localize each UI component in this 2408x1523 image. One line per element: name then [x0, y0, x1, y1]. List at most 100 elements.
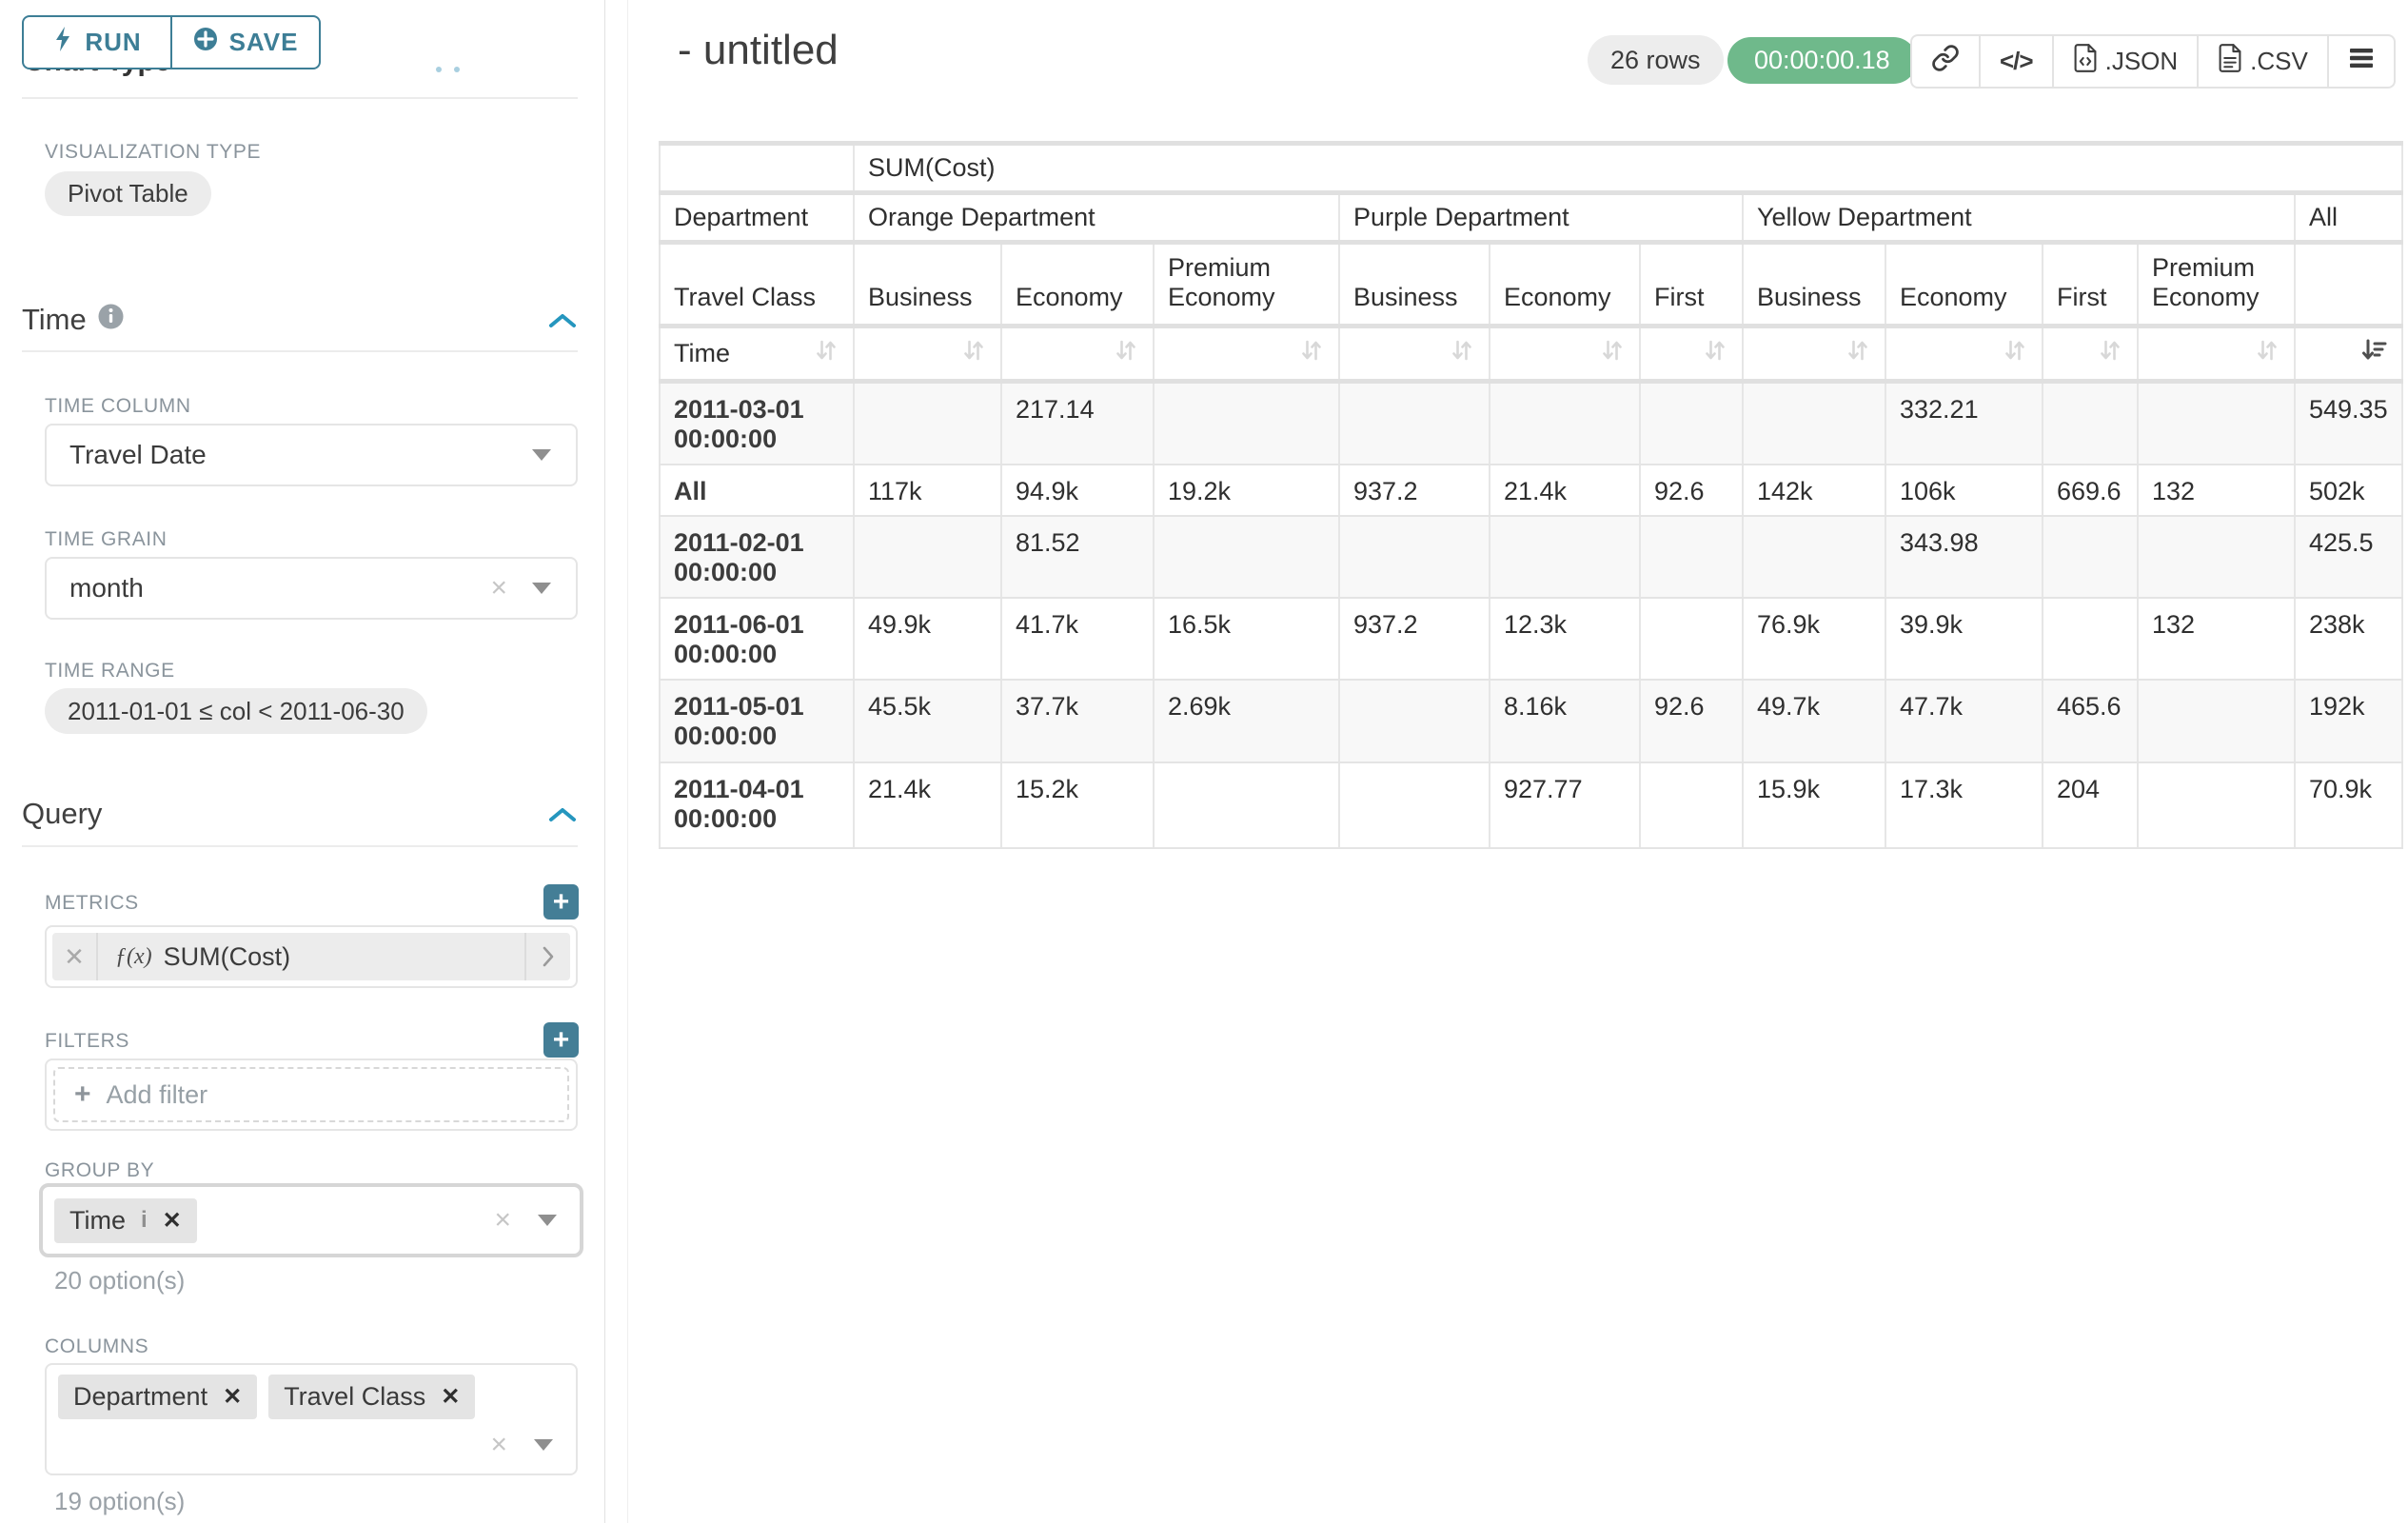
remove-tag-icon[interactable]: ✕: [162, 1207, 182, 1234]
run-button[interactable]: RUN: [24, 17, 170, 68]
add-filter-button[interactable]: + Add filter: [53, 1067, 569, 1122]
column-sort-header[interactable]: [1639, 324, 1744, 384]
formula-icon: ƒ(x): [115, 943, 152, 969]
sort-icon[interactable]: [1113, 337, 1139, 370]
result-actions-group: </> .JSON .CSV: [1910, 34, 2396, 89]
column-sort-header[interactable]: [1885, 324, 2043, 384]
sort-icon[interactable]: [1599, 337, 1626, 370]
time-section-header[interactable]: Time: [22, 303, 124, 337]
value-cell: [1338, 762, 1490, 849]
sort-icon[interactable]: [960, 337, 987, 370]
filters-label: FILTERS: [45, 1030, 129, 1052]
chart-title[interactable]: - untitled: [678, 27, 839, 73]
sort-icon[interactable]: [1845, 337, 1871, 370]
column-sort-header[interactable]: [1000, 324, 1155, 384]
travel-class-header: Economy: [1489, 240, 1641, 328]
value-cell: 927.77: [1489, 762, 1641, 849]
sort-icon[interactable]: [1449, 337, 1475, 370]
sort-icon[interactable]: [813, 337, 839, 370]
add-filter-plus-button[interactable]: +: [543, 1022, 579, 1058]
sort-icon[interactable]: [1298, 337, 1325, 370]
remove-metric-icon[interactable]: ✕: [52, 933, 98, 980]
chevron-right-icon[interactable]: [524, 933, 570, 980]
row-label-cell: 2011-05-01 00:00:00: [659, 679, 855, 763]
clear-icon[interactable]: ×: [490, 1429, 507, 1460]
metric-control: ✕ ƒ(x) SUM(Cost): [45, 925, 578, 988]
value-cell: 425.5: [2294, 515, 2403, 599]
value-cell: 15.2k: [1000, 762, 1155, 849]
remove-tag-icon[interactable]: ✕: [223, 1384, 243, 1410]
time-sort-header[interactable]: Time: [659, 324, 855, 384]
collapse-chevron-icon[interactable]: [547, 805, 578, 829]
more-options-button[interactable]: [2326, 36, 2394, 87]
clear-icon[interactable]: ×: [494, 1204, 511, 1236]
panel-splitter[interactable]: [604, 0, 605, 1523]
export-csv-button[interactable]: .CSV: [2197, 36, 2327, 87]
value-cell: 15.9k: [1742, 762, 1886, 849]
chevron-down-icon[interactable]: [532, 583, 551, 594]
sort-icon[interactable]: [2254, 337, 2280, 370]
sort-descending-icon[interactable]: [2359, 336, 2388, 371]
view-query-button[interactable]: </>: [1979, 36, 2052, 87]
table-row: 2011-04-01 00:00:00 21.4k 15.2k 927.77 15.9k…: [659, 762, 2403, 849]
drag-handle-dot: [436, 67, 442, 72]
table-row: 2011-06-01 00:00:00 49.9k 41.7k 16.5k 937.2 1…: [659, 597, 2403, 681]
value-cell: 204: [2042, 762, 2139, 849]
column-sort-header[interactable]: [1489, 324, 1641, 384]
sort-icon[interactable]: [2002, 337, 2028, 370]
value-cell: 217.14: [1000, 381, 1155, 465]
value-cell: 937.2: [1338, 597, 1490, 681]
group-by-select[interactable]: Time i ✕ ×: [39, 1183, 583, 1257]
time-column-select[interactable]: Travel Date: [45, 424, 578, 486]
chevron-down-icon[interactable]: [532, 449, 551, 461]
travel-class-header: Business: [1338, 240, 1490, 328]
query-section-header[interactable]: Query: [22, 797, 103, 830]
metrics-label: METRICS: [45, 892, 139, 914]
value-cell: [1153, 381, 1340, 465]
value-cell: 70.9k: [2294, 762, 2403, 849]
remove-tag-icon[interactable]: ✕: [441, 1384, 461, 1410]
row-label-cell: 2011-06-01 00:00:00: [659, 597, 855, 681]
sort-icon[interactable]: [1702, 337, 1728, 370]
metric-pill[interactable]: ✕ ƒ(x) SUM(Cost): [52, 933, 570, 980]
time-range-pill[interactable]: 2011-01-01 ≤ col < 2011-06-30: [45, 688, 427, 734]
value-cell: [1338, 381, 1490, 465]
value-cell: 94.9k: [1000, 464, 1155, 517]
columns-tag: Travel Class ✕: [268, 1375, 476, 1419]
column-sort-header[interactable]: [2294, 324, 2403, 384]
chevron-down-icon[interactable]: [538, 1215, 557, 1226]
columns-select[interactable]: Department ✕ Travel Class ✕ ×: [45, 1363, 578, 1475]
value-cell: 132: [2137, 597, 2296, 681]
drag-handle-dot: [454, 67, 460, 72]
column-sort-header[interactable]: [2042, 324, 2139, 384]
export-json-button[interactable]: .JSON: [2051, 36, 2198, 87]
viz-type-pill[interactable]: Pivot Table: [45, 171, 211, 216]
pivot-table-container: SUM(Cost) Department Orange Department Purp…: [659, 141, 2403, 849]
save-button[interactable]: SAVE: [170, 17, 319, 68]
column-sort-header[interactable]: [1153, 324, 1340, 384]
column-sort-header[interactable]: [1742, 324, 1886, 384]
travel-class-axis-label: Travel Class: [659, 240, 855, 328]
value-cell: 81.52: [1000, 515, 1155, 599]
value-cell: 49.7k: [1742, 679, 1886, 763]
share-link-button[interactable]: [1912, 36, 1979, 87]
column-sort-header[interactable]: [853, 324, 1002, 384]
chevron-down-icon[interactable]: [534, 1439, 553, 1451]
info-icon: i: [141, 1207, 148, 1233]
value-cell: [1153, 762, 1340, 849]
run-save-button-group: RUN SAVE: [22, 15, 321, 69]
sort-icon[interactable]: [2097, 337, 2123, 370]
time-grain-select[interactable]: month ×: [45, 557, 578, 620]
collapse-chevron-icon[interactable]: [547, 311, 578, 335]
travel-class-header: Premium Economy: [1153, 240, 1340, 328]
value-cell: [1489, 515, 1641, 599]
metric-name: SUM(Cost): [163, 941, 291, 971]
columns-options-note: 19 option(s): [54, 1487, 186, 1515]
value-cell: 132: [2137, 464, 2296, 517]
column-sort-header[interactable]: [1338, 324, 1490, 384]
value-cell: [853, 381, 1002, 465]
info-icon: [98, 303, 124, 337]
clear-icon[interactable]: ×: [490, 572, 507, 603]
add-metric-button[interactable]: +: [543, 884, 579, 920]
column-sort-header[interactable]: [2137, 324, 2296, 384]
